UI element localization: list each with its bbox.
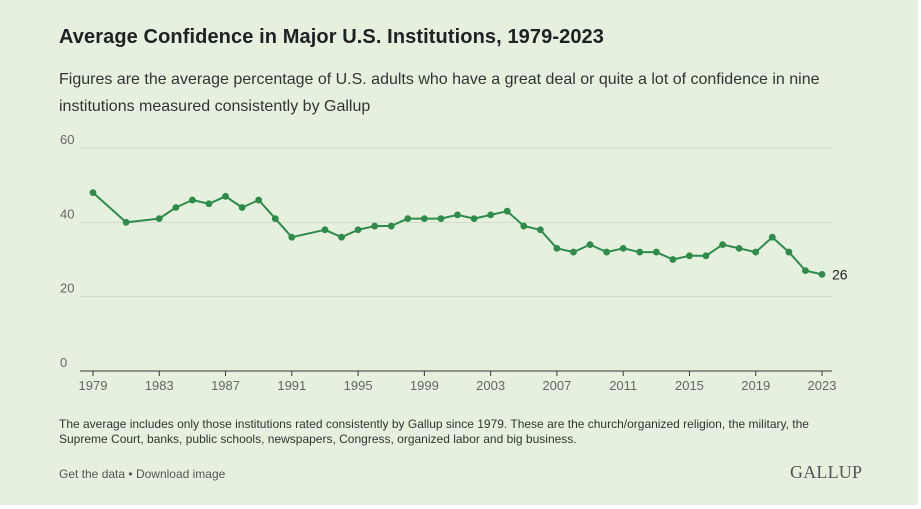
data-point xyxy=(719,241,726,249)
data-point xyxy=(255,196,263,204)
data-point xyxy=(487,211,495,219)
axes: 0 20 40 60 1979 1983 1987 1991 1995 1999 2003 2007 2… xyxy=(60,132,836,393)
data-point xyxy=(553,244,561,252)
data-point xyxy=(420,215,428,223)
y-tick-label: 0 xyxy=(60,355,67,370)
x-tick-label: 1979 xyxy=(79,378,108,393)
data-point xyxy=(470,215,478,223)
x-tick-label: 2019 xyxy=(741,378,770,393)
data-point xyxy=(636,248,644,256)
data-point xyxy=(437,215,445,223)
data-point xyxy=(752,248,760,256)
x-tick-label: 1995 xyxy=(344,378,373,393)
data-point xyxy=(205,200,213,208)
line-chart: 0 20 40 60 1979 1983 1987 1991 1995 1999 2003 2007 2… xyxy=(60,132,848,393)
data-point xyxy=(735,244,743,252)
data-point xyxy=(354,226,362,234)
link-separator: • xyxy=(128,467,133,481)
data-point xyxy=(818,270,826,278)
data-point xyxy=(686,252,693,260)
data-point xyxy=(768,233,776,241)
data-point xyxy=(619,244,627,252)
x-tick-label: 2003 xyxy=(476,378,505,393)
data-point xyxy=(669,256,677,263)
data-point xyxy=(238,204,246,211)
data-point xyxy=(155,215,163,223)
footnote: The average includes only those institut… xyxy=(59,417,809,446)
data-point xyxy=(404,215,412,223)
data-point xyxy=(802,267,809,275)
end-value-label: 26 xyxy=(832,266,848,282)
data-series: 26 xyxy=(89,189,848,282)
data-point xyxy=(189,196,196,204)
data-point xyxy=(288,233,296,241)
data-point xyxy=(172,204,180,211)
data-point xyxy=(89,189,97,197)
data-point xyxy=(454,211,461,219)
y-tick-label: 60 xyxy=(60,132,74,147)
data-point xyxy=(338,233,345,241)
data-point xyxy=(785,248,793,256)
download-image-link[interactable]: Download image xyxy=(135,467,226,481)
gridlines xyxy=(80,147,832,372)
footer-links: Get the data • Download image xyxy=(59,467,225,481)
gallup-logo: GALLUP xyxy=(790,462,863,482)
y-tick-label: 40 xyxy=(60,206,74,221)
chart-title: Average Confidence in Major U.S. Institu… xyxy=(59,26,605,48)
data-point xyxy=(122,218,130,226)
x-tick-label: 2011 xyxy=(609,378,637,393)
data-point xyxy=(652,248,660,256)
data-point xyxy=(503,207,511,215)
x-tick-label: 1999 xyxy=(410,378,439,393)
data-point xyxy=(570,248,577,256)
get-data-link[interactable]: Get the data xyxy=(59,467,126,481)
y-tick-label: 20 xyxy=(60,281,74,296)
x-tick-label: 2023 xyxy=(808,378,837,393)
data-point xyxy=(520,222,528,230)
x-tick-label: 1991 xyxy=(277,378,306,393)
x-tick-label: 2007 xyxy=(542,378,571,393)
x-tick-label: 2015 xyxy=(675,378,704,393)
data-point xyxy=(603,248,611,256)
x-tick-label: 1987 xyxy=(211,378,240,393)
data-point xyxy=(371,222,379,230)
series-line xyxy=(92,191,823,276)
data-point xyxy=(586,241,594,249)
data-point xyxy=(536,226,544,234)
data-point xyxy=(222,192,229,200)
data-point xyxy=(271,215,279,223)
data-point xyxy=(321,226,329,234)
chart-subtitle: Figures are the average percentage of U.… xyxy=(59,71,820,115)
data-point xyxy=(387,222,395,230)
data-point xyxy=(702,252,710,260)
x-tick-label: 1983 xyxy=(145,378,174,393)
